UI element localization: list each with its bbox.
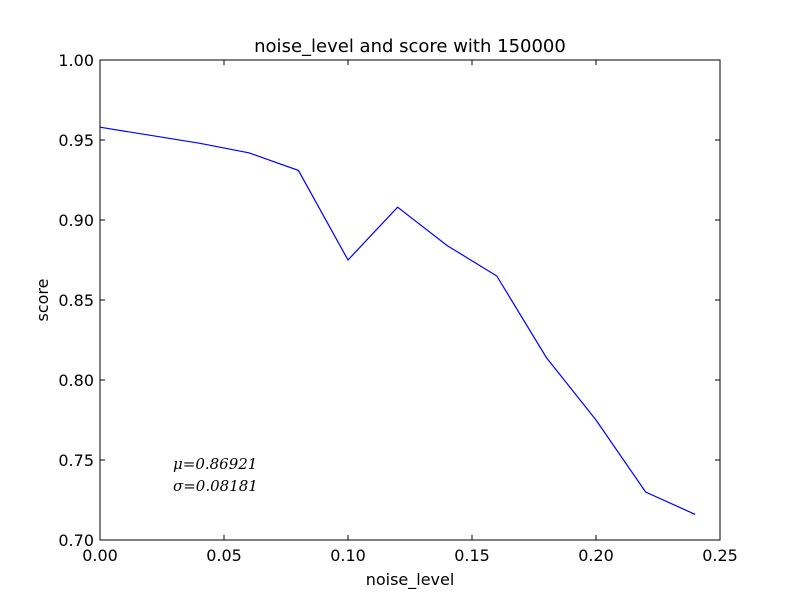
y-tick-label: 1.00 — [58, 51, 94, 70]
plot-frame — [99, 59, 721, 541]
x-tick-label: 0.05 — [206, 546, 242, 565]
std-annotation: σ=0.08181 — [173, 477, 258, 495]
x-tick-label: 0.20 — [578, 546, 614, 565]
y-tick-label: 0.95 — [58, 131, 94, 150]
x-tick-label: 0.00 — [82, 546, 118, 565]
chart-title: noise_level and score with 150000 — [254, 36, 566, 57]
y-tick-label: 0.80 — [58, 371, 94, 390]
x-tick-label: 0.10 — [330, 546, 366, 565]
x-tick-label: 0.15 — [454, 546, 490, 565]
series-line — [99, 126, 696, 515]
mean-annotation: μ=0.86921 — [173, 455, 257, 473]
y-tick-label: 0.90 — [58, 211, 94, 230]
x-axis-label: noise_level — [366, 570, 455, 590]
y-axis-label: score — [33, 279, 52, 322]
plot-area: 0.00 0.05 0.10 0.15 0.20 0.25 0.70 0.75 0.80 0.85… — [58, 51, 737, 565]
y-tick-label: 0.85 — [58, 291, 94, 310]
x-tick-label: 0.25 — [702, 546, 738, 565]
y-tick-label: 0.75 — [58, 451, 94, 470]
y-tick-label: 0.70 — [58, 531, 94, 550]
